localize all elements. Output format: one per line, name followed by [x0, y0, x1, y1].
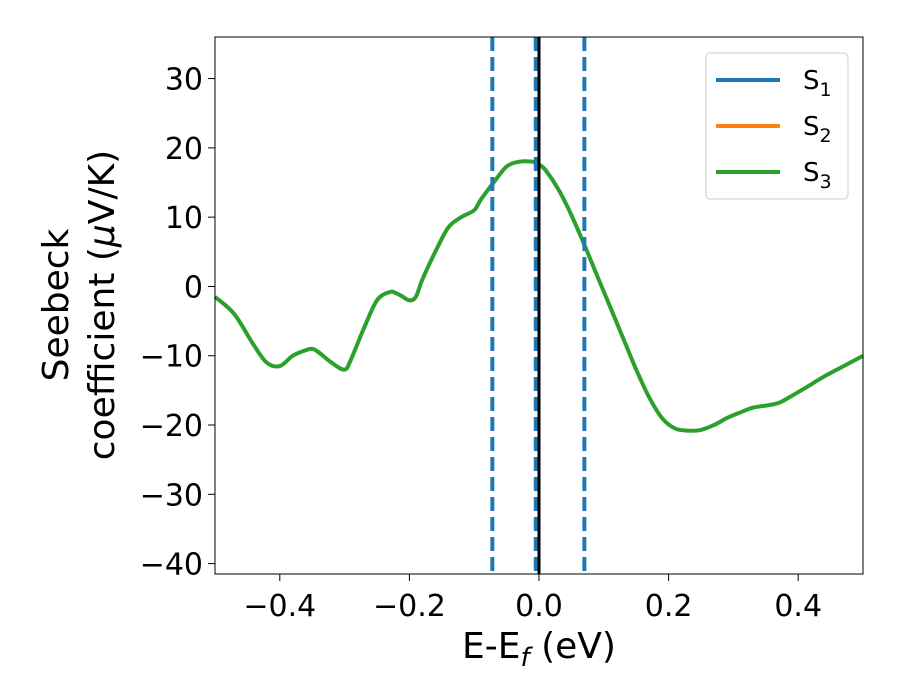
legend-label-1: S1	[803, 66, 832, 101]
lines-layer	[213, 159, 864, 433]
x-axis-label: E-Ef (eV)	[462, 626, 616, 673]
x-tick-label: −0.4	[243, 589, 316, 624]
y-axis-label-line2: coefficient (μV/K)	[82, 150, 123, 460]
y-tick-label: 30	[165, 63, 203, 98]
y-tick-label: −10	[140, 340, 203, 375]
y-tick-label: −40	[140, 548, 203, 583]
vlines-layer	[490, 37, 587, 574]
legend: S1 S2 S3	[705, 52, 849, 200]
x-ticks: −0.4 −0.2 0.0 0.2 0.4	[243, 574, 822, 624]
y-tick-label: 10	[165, 201, 203, 236]
y-tick-label: −30	[140, 478, 203, 513]
y-axis-label-mu: μ	[82, 224, 123, 248]
x-tick-label: 0.4	[774, 589, 822, 624]
x-tick-label: 0.2	[645, 589, 693, 624]
y-tick-label: 20	[165, 132, 203, 167]
legend-label-2: S2	[803, 112, 832, 147]
y-tick-label: −20	[140, 409, 203, 444]
series-line-3	[213, 159, 864, 433]
legend-label-3: S3	[803, 158, 832, 193]
y-tick-label: 0	[184, 270, 203, 305]
x-tick-label: 0.0	[515, 589, 563, 624]
x-tick-label: −0.2	[373, 589, 446, 624]
y-axis-label-line1: Seebeck	[36, 228, 77, 381]
y-ticks: 30 20 10 0 −10 −20 −30 −40	[140, 63, 215, 583]
